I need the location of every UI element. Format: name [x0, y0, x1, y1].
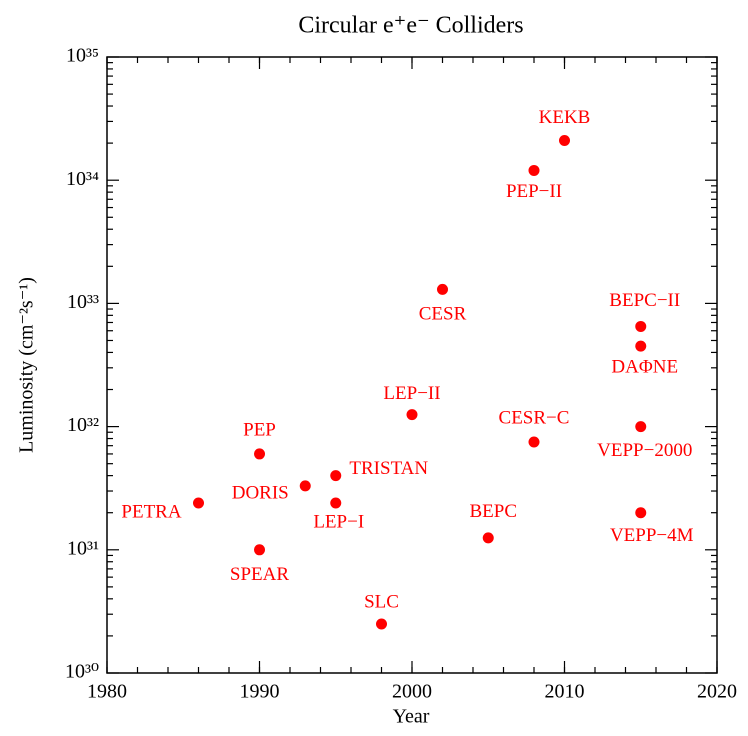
point — [528, 164, 540, 176]
chart-title: Circular e⁺e⁻ Colliders — [298, 13, 523, 39]
point — [635, 421, 647, 433]
x-tick-label: 2010 — [545, 681, 585, 703]
point-label: SPEAR — [230, 564, 289, 585]
point — [635, 340, 647, 352]
y-tick-label: 10³³ — [67, 291, 99, 313]
point — [482, 532, 494, 544]
point-label: CESR — [419, 304, 467, 325]
y-tick-label: 10³² — [67, 414, 99, 436]
point — [437, 283, 448, 295]
point-label: TRISTAN — [349, 458, 428, 479]
point-label: VEPP−2000 — [597, 440, 692, 461]
point — [299, 480, 311, 492]
y-tick-label: 10³⁵ — [66, 45, 99, 67]
x-axis-label: Year — [393, 706, 430, 728]
point — [254, 544, 265, 556]
point-label: PEP−II — [506, 181, 562, 202]
point-label: LEP−II — [383, 383, 440, 404]
point-label: SLC — [364, 591, 399, 612]
point — [254, 448, 265, 460]
y-tick-label: 10³⁴ — [66, 168, 99, 190]
point-label: LEP−I — [313, 511, 364, 532]
point-label: BEPC — [469, 501, 517, 522]
point-label: DAΦNE — [611, 356, 678, 377]
point-label: KEKB — [539, 107, 591, 128]
point-label: VEPP−4M — [610, 525, 694, 546]
y-tick-label: 10³¹ — [67, 537, 99, 559]
point — [406, 409, 418, 421]
point — [330, 497, 342, 509]
x-tick-label: 2000 — [392, 681, 432, 703]
point — [635, 507, 647, 519]
point — [559, 135, 570, 147]
x-tick-label: 1990 — [240, 681, 280, 703]
x-tick-label: 1980 — [87, 681, 127, 703]
point-label: PETRA — [121, 501, 181, 522]
x-tick-label: 2020 — [697, 681, 737, 703]
point — [193, 497, 204, 509]
point-label: PEP — [243, 419, 276, 440]
y-axis-label: Luminosity (cm⁻²s⁻¹) — [16, 277, 38, 453]
point — [376, 618, 387, 630]
y-tick-label: 10³⁰ — [65, 661, 99, 683]
point — [528, 436, 540, 448]
point-label: DORIS — [232, 482, 289, 503]
point-label: CESR−C — [499, 407, 570, 428]
point-label: BEPC−II — [609, 290, 680, 311]
point — [330, 470, 342, 482]
point — [635, 320, 647, 332]
